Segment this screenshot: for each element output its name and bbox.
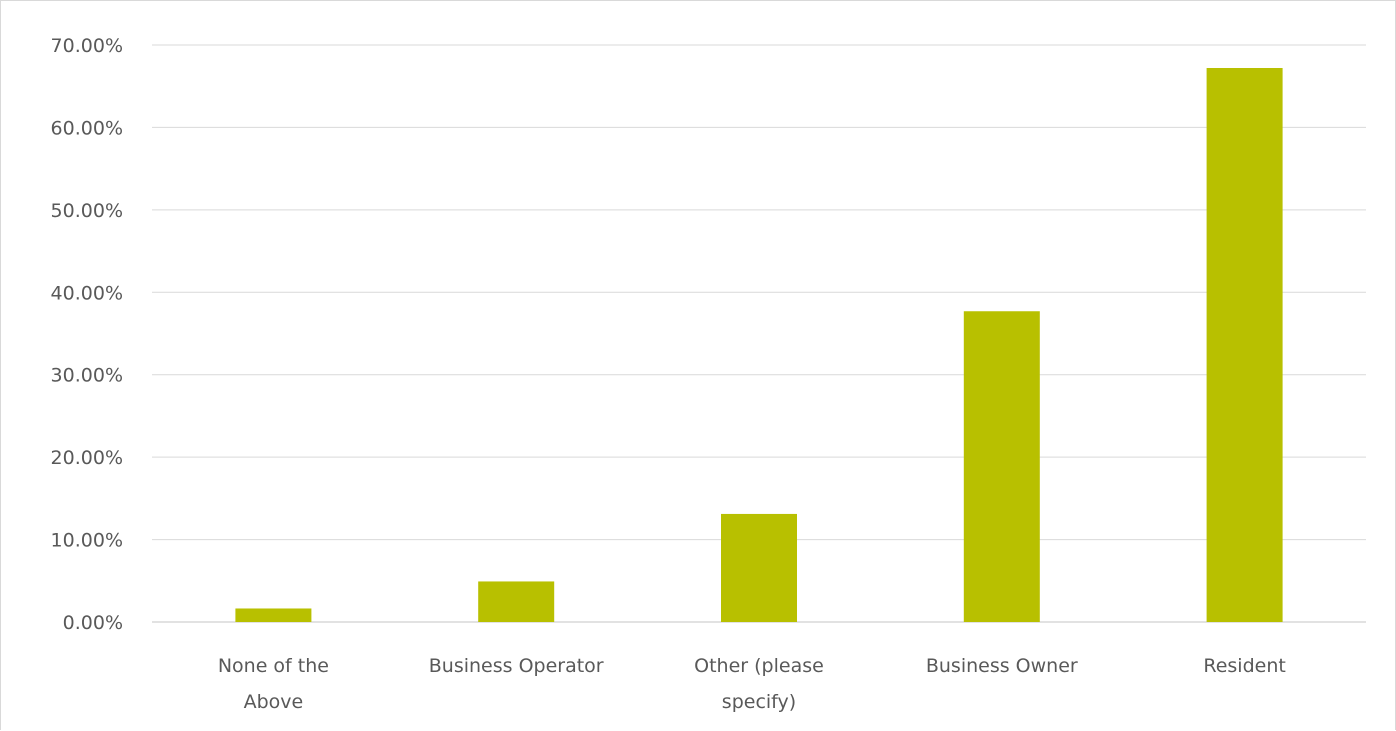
y-tick-label: 30.00% — [51, 365, 123, 387]
y-tick-label: 70.00% — [51, 35, 123, 57]
y-tick-label: 40.00% — [51, 282, 123, 304]
gridlines — [152, 44, 1366, 623]
y-tick-label: 50.00% — [51, 200, 123, 222]
x-category-label: None of the Above — [218, 655, 329, 713]
bar — [963, 311, 1040, 622]
y-tick-label: 0.00% — [63, 612, 123, 634]
y-tick-label: 10.00% — [51, 530, 123, 552]
y-tick-label: 20.00% — [51, 447, 123, 469]
x-category-label: Business Operator — [429, 655, 604, 677]
x-category-label: Resident — [1203, 655, 1285, 677]
bar — [1206, 67, 1283, 623]
bars — [235, 67, 1283, 623]
y-tick-label: 60.00% — [51, 117, 123, 139]
bar — [721, 513, 797, 622]
bar — [235, 608, 312, 622]
x-category-label: Other (please specify) — [694, 655, 824, 713]
bar — [478, 581, 555, 622]
y-axis-tick-labels: 0.00% 10.00% 20.00% 30.00% 40.00% 50.00% 60.00… — [51, 35, 123, 634]
x-axis-category-labels: None of the Above Business Operator Other (… — [218, 655, 1286, 713]
x-category-label: Business Owner — [926, 655, 1078, 677]
